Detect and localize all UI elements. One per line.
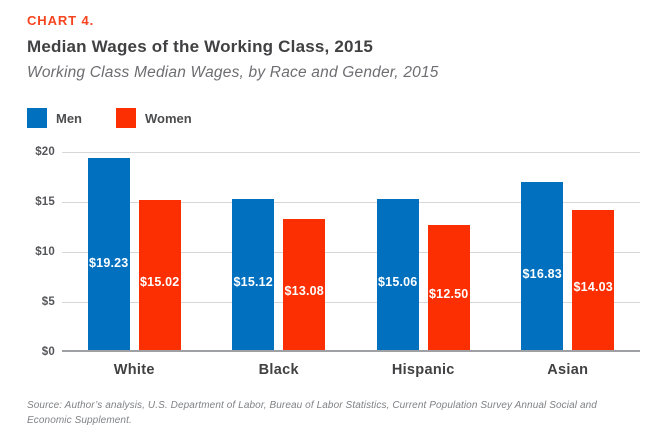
x-label-black: Black [258, 362, 299, 378]
legend-label-women: Women [145, 110, 192, 126]
plot-area: $19.23 $15.02 $15.12 $13.08 $15.06 $12.50 $16.… [62, 152, 640, 352]
bar-group-asian: $16.83 $14.03 [521, 152, 615, 350]
y-axis: $20 $15 $10 $5 $0 [0, 146, 55, 358]
chart-title: Median Wages of the Working Class, 2015 [27, 37, 373, 56]
bar-men-white: $19.23 [87, 157, 130, 350]
bar-value-label: $15.12 [233, 274, 273, 289]
bar-women-white: $15.02 [138, 199, 181, 350]
bar-value-label: $12.50 [429, 286, 469, 301]
y-tick-20: $20 [35, 146, 55, 158]
legend-swatch-women [116, 108, 136, 128]
bar-women-black: $13.08 [283, 219, 326, 350]
bar-value-label: $14.03 [573, 279, 613, 294]
chart-header: CHART 4. Median Wages of the Working Cla… [27, 13, 439, 82]
bar-value-label: $13.08 [284, 284, 324, 299]
bar-value-label: $15.02 [140, 275, 180, 290]
y-tick-10: $10 [35, 246, 55, 258]
x-label-asian: Asian [547, 362, 589, 378]
bar-value-label: $16.83 [522, 267, 562, 282]
legend-label-men: Men [56, 110, 82, 126]
bar-group-white: $19.23 $15.02 [87, 152, 181, 350]
chart-kicker: CHART 4. [27, 13, 95, 28]
gridline-20 [62, 152, 640, 153]
gridline-15 [62, 202, 640, 203]
x-axis-labels: White Black Hispanic Asian [62, 362, 640, 378]
bar-group-black: $15.12 $13.08 [232, 152, 326, 350]
bar-men-black: $15.12 [232, 198, 275, 350]
chart-subtitle: Working Class Median Wages, by Race and … [27, 64, 439, 81]
bar-men-asian: $16.83 [521, 181, 564, 350]
bar-chart: $20 $15 $10 $5 $0 $19.23 $15.02 $15.12 $13.08 $1… [0, 146, 666, 412]
legend: Men Women [27, 108, 192, 128]
bar-men-hispanic: $15.06 [376, 199, 419, 350]
x-label-white: White [113, 362, 155, 378]
y-tick-0: $0 [41, 346, 55, 358]
y-tick-5: $5 [41, 296, 55, 308]
gridline-5 [62, 302, 640, 303]
bar-value-label: $19.23 [89, 256, 129, 271]
bar-group-hispanic: $15.06 $12.50 [376, 152, 470, 350]
bar-women-asian: $14.03 [572, 209, 615, 350]
gridline-10 [62, 252, 640, 253]
source-note: Source: Author’s analysis, U.S. Departme… [27, 400, 597, 426]
bar-women-hispanic: $12.50 [427, 225, 470, 350]
x-label-hispanic: Hispanic [391, 362, 455, 378]
legend-swatch-men [27, 108, 47, 128]
bar-value-label: $15.06 [378, 275, 418, 290]
bar-groups: $19.23 $15.02 $15.12 $13.08 $15.06 $12.50 $16.… [62, 152, 640, 350]
y-tick-15: $15 [35, 196, 55, 208]
